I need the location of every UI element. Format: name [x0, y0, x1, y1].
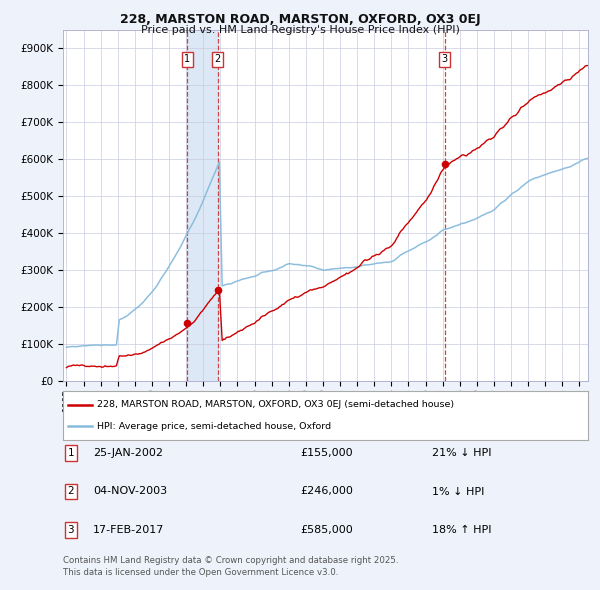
Text: 3: 3 [67, 525, 74, 535]
Text: 2: 2 [214, 54, 221, 64]
Text: 21% ↓ HPI: 21% ↓ HPI [432, 448, 491, 458]
Text: HPI: Average price, semi-detached house, Oxford: HPI: Average price, semi-detached house,… [97, 421, 331, 431]
Text: 2: 2 [67, 487, 74, 496]
Text: 04-NOV-2003: 04-NOV-2003 [93, 487, 167, 496]
Text: 228, MARSTON ROAD, MARSTON, OXFORD, OX3 0EJ: 228, MARSTON ROAD, MARSTON, OXFORD, OX3 … [119, 13, 481, 26]
Text: 1: 1 [184, 54, 190, 64]
Text: 17-FEB-2017: 17-FEB-2017 [93, 525, 164, 535]
Bar [187, 30, 218, 381]
Text: £585,000: £585,000 [300, 525, 353, 535]
Text: 3: 3 [442, 54, 448, 64]
Text: Price paid vs. HM Land Registry's House Price Index (HPI): Price paid vs. HM Land Registry's House … [140, 25, 460, 35]
Text: £155,000: £155,000 [300, 448, 353, 458]
Text: 25-JAN-2002: 25-JAN-2002 [93, 448, 163, 458]
Text: 1: 1 [67, 448, 74, 458]
Text: Contains HM Land Registry data © Crown copyright and database right 2025.
This d: Contains HM Land Registry data © Crown c… [63, 556, 398, 576]
Text: £246,000: £246,000 [300, 487, 353, 496]
Text: 1% ↓ HPI: 1% ↓ HPI [432, 487, 484, 496]
Text: 228, MARSTON ROAD, MARSTON, OXFORD, OX3 0EJ (semi-detached house): 228, MARSTON ROAD, MARSTON, OXFORD, OX3 … [97, 400, 454, 409]
Text: 18% ↑ HPI: 18% ↑ HPI [432, 525, 491, 535]
